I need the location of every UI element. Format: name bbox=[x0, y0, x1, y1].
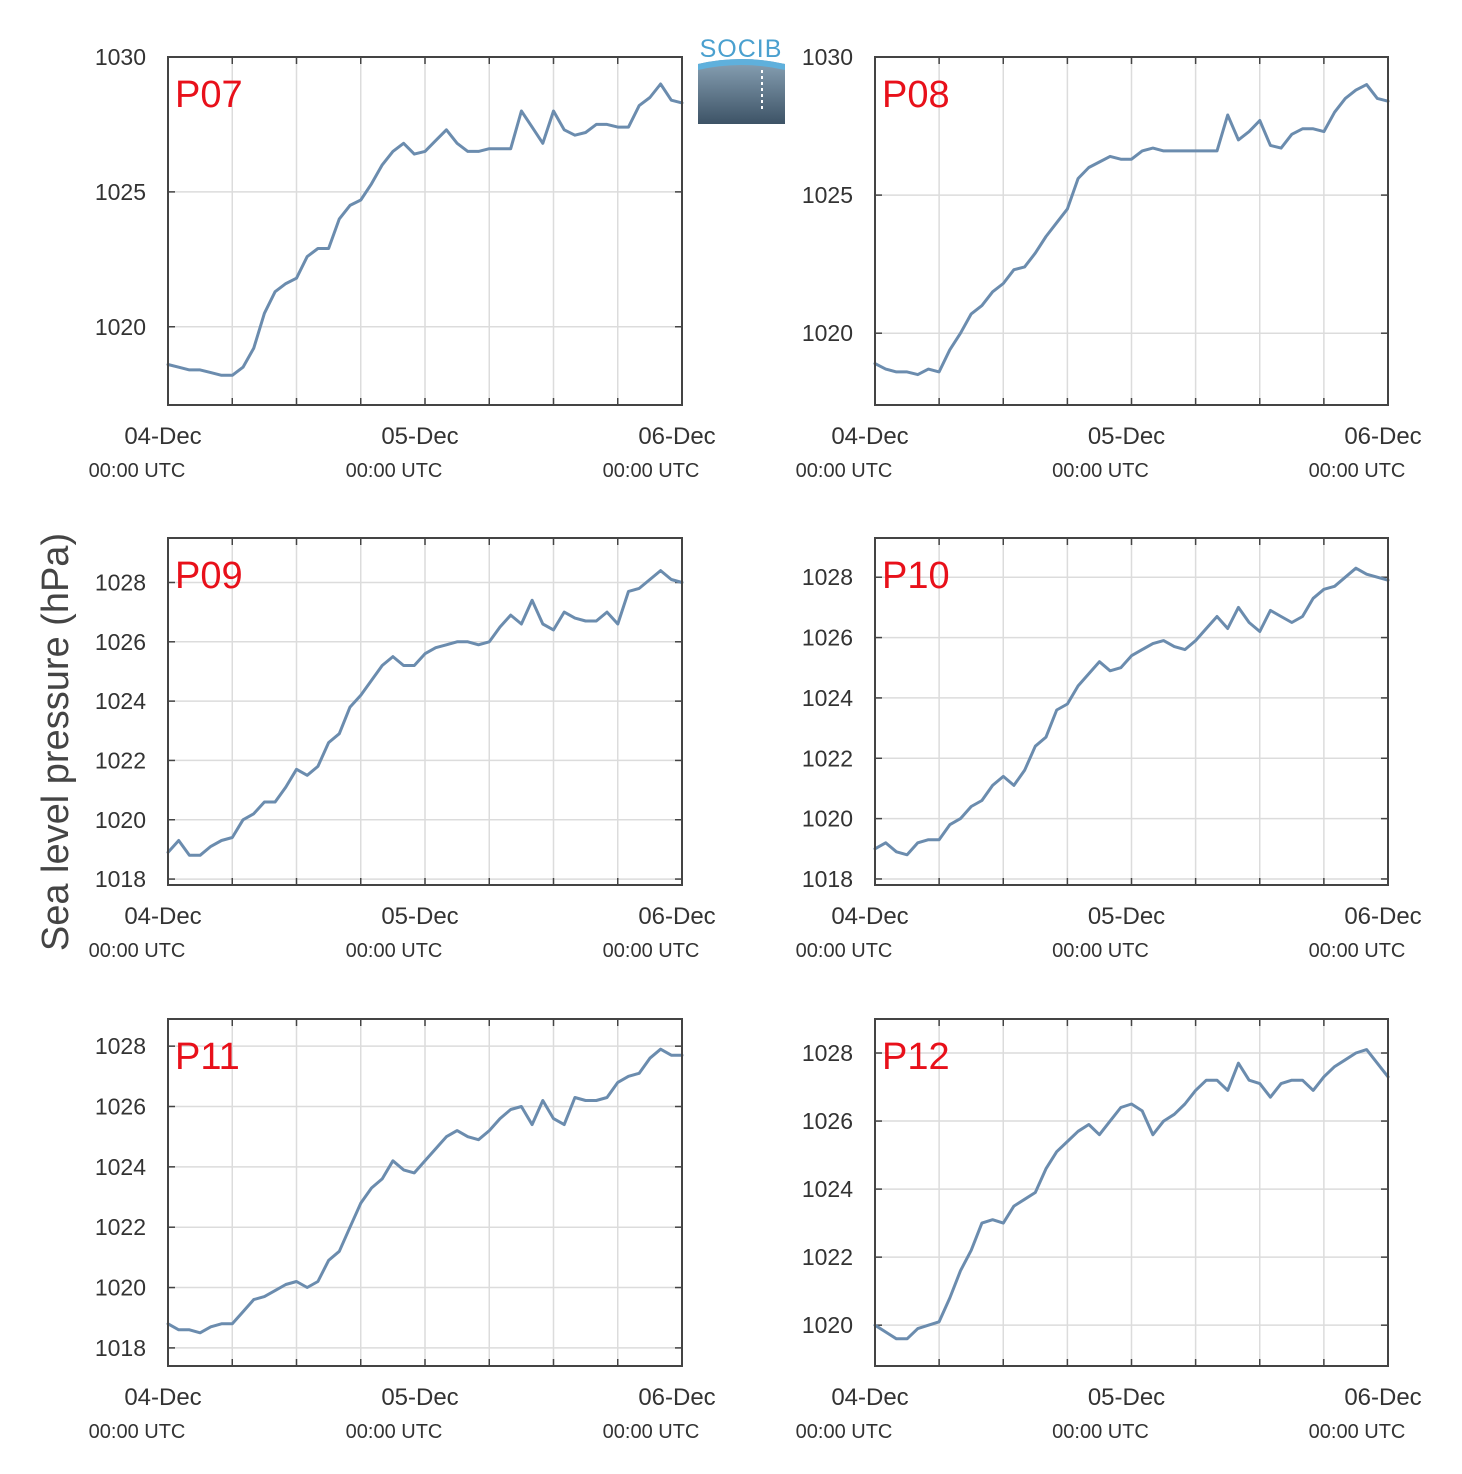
y-tick-label: 1028 bbox=[95, 569, 146, 595]
x-tick-date-label: 06-Dec bbox=[1344, 1384, 1421, 1411]
x-tick-time-label: 00:00 UTC bbox=[346, 940, 443, 962]
x-tick-time-label: 00:00 UTC bbox=[603, 940, 700, 962]
socib-logo: SOCIB bbox=[698, 35, 785, 124]
y-tick-label: 1022 bbox=[802, 745, 853, 771]
x-tick-date-label: 05-Dec bbox=[1088, 903, 1165, 930]
y-tick-label: 1028 bbox=[95, 1033, 146, 1059]
x-tick-date-label: 05-Dec bbox=[381, 903, 458, 930]
series-line-p09 bbox=[166, 569, 684, 857]
x-tick-date-label: 04-Dec bbox=[831, 423, 908, 450]
x-tick-time-label: 00:00 UTC bbox=[796, 1421, 893, 1443]
y-tick-label: 1020 bbox=[802, 320, 853, 346]
x-tick-time-label: 00:00 UTC bbox=[1052, 1421, 1149, 1443]
x-tick-date-label: 05-Dec bbox=[381, 423, 458, 450]
x-tick-time-label: 00:00 UTC bbox=[796, 460, 893, 482]
panel-label: P07 bbox=[175, 74, 243, 116]
x-tick-date-label: 06-Dec bbox=[638, 903, 715, 930]
y-tick-label: 1022 bbox=[802, 1244, 853, 1270]
x-tick-date-label: 06-Dec bbox=[1344, 903, 1421, 930]
panel-label: P10 bbox=[882, 555, 950, 597]
panel-label: P09 bbox=[175, 555, 243, 597]
logo-wave-crest bbox=[698, 59, 785, 70]
y-tick-label: 1024 bbox=[95, 1154, 146, 1180]
panel-label: P08 bbox=[882, 74, 950, 116]
x-tick-time-label: 00:00 UTC bbox=[346, 1421, 443, 1443]
x-tick-date-label: 04-Dec bbox=[124, 423, 201, 450]
series-line-p12 bbox=[873, 1048, 1390, 1341]
series-line-p07 bbox=[166, 82, 684, 377]
series-line-p10 bbox=[873, 566, 1390, 857]
y-tick-label: 1018 bbox=[802, 866, 853, 892]
x-tick-time-label: 00:00 UTC bbox=[796, 940, 893, 962]
plot-frame bbox=[167, 537, 683, 886]
plot-frame bbox=[874, 56, 1389, 406]
panels-layer: 1020 1025 1030 04-Dec 00:00 UTC 05-Dec 00:00 U… bbox=[89, 44, 1422, 1443]
plot-frame bbox=[874, 537, 1389, 886]
panel-p08: 1020 1025 1030 04-Dec 00:00 UTC 05-Dec 00:00 U… bbox=[796, 44, 1422, 482]
y-tick-label: 1018 bbox=[95, 866, 146, 892]
x-tick-date-label: 05-Dec bbox=[1088, 423, 1165, 450]
series-line-p08 bbox=[873, 83, 1390, 377]
y-tick-label: 1026 bbox=[95, 1094, 146, 1120]
x-tick-time-label: 00:00 UTC bbox=[346, 460, 443, 482]
y-axis-label: Sea level pressure (hPa) bbox=[35, 533, 77, 951]
y-tick-label: 1028 bbox=[802, 1040, 853, 1066]
panel-p12: 1020 1022 1024 1026 1028 04-Dec 00:00 UTC 05-De… bbox=[796, 1018, 1422, 1443]
x-tick-date-label: 06-Dec bbox=[1344, 423, 1421, 450]
plot-frame bbox=[167, 56, 683, 406]
x-tick-date-label: 06-Dec bbox=[638, 1384, 715, 1411]
panel-p11: 1018 1020 1022 1024 1026 1028 04-Dec 00:00 UTC 0… bbox=[89, 1018, 716, 1443]
panel-p10: 1018 1020 1022 1024 1026 1028 04-Dec 00:00 UTC 0… bbox=[796, 537, 1422, 962]
y-tick-label: 1020 bbox=[95, 1275, 146, 1301]
x-tick-time-label: 00:00 UTC bbox=[603, 460, 700, 482]
x-tick-time-label: 00:00 UTC bbox=[1052, 940, 1149, 962]
x-tick-date-label: 04-Dec bbox=[124, 1384, 201, 1411]
x-tick-date-label: 06-Dec bbox=[638, 423, 715, 450]
y-tick-label: 1020 bbox=[95, 314, 146, 340]
x-tick-time-label: 00:00 UTC bbox=[89, 460, 186, 482]
y-tick-label: 1030 bbox=[95, 44, 146, 70]
logo-text: SOCIB bbox=[700, 35, 783, 63]
y-tick-label: 1020 bbox=[95, 807, 146, 833]
panel-label: P12 bbox=[882, 1036, 950, 1078]
y-tick-label: 1022 bbox=[95, 1214, 146, 1240]
y-tick-label: 1026 bbox=[95, 629, 146, 655]
x-tick-time-label: 00:00 UTC bbox=[1309, 460, 1406, 482]
x-tick-date-label: 05-Dec bbox=[1088, 1384, 1165, 1411]
y-tick-label: 1026 bbox=[802, 625, 853, 651]
y-tick-label: 1018 bbox=[95, 1335, 146, 1361]
y-tick-label: 1025 bbox=[95, 179, 146, 205]
y-tick-label: 1022 bbox=[95, 747, 146, 773]
y-tick-label: 1020 bbox=[802, 806, 853, 832]
x-tick-time-label: 00:00 UTC bbox=[1309, 1421, 1406, 1443]
y-tick-label: 1024 bbox=[95, 688, 146, 714]
y-tick-label: 1028 bbox=[802, 564, 853, 590]
series-line-p11 bbox=[166, 1047, 684, 1335]
logo-wave-shape bbox=[698, 59, 785, 124]
panel-p09: 1018 1020 1022 1024 1026 1028 04-Dec 00:00 UTC 0… bbox=[89, 537, 716, 962]
y-tick-label: 1025 bbox=[802, 182, 853, 208]
plot-frame bbox=[167, 1018, 683, 1367]
y-tick-label: 1030 bbox=[802, 44, 853, 70]
x-tick-date-label: 04-Dec bbox=[831, 903, 908, 930]
x-tick-time-label: 00:00 UTC bbox=[603, 1421, 700, 1443]
y-tick-label: 1020 bbox=[802, 1312, 853, 1338]
x-tick-date-label: 04-Dec bbox=[124, 903, 201, 930]
panel-p07: 1020 1025 1030 04-Dec 00:00 UTC 05-Dec 00:00 U… bbox=[89, 44, 716, 482]
plot-frame bbox=[874, 1018, 1389, 1367]
x-tick-time-label: 00:00 UTC bbox=[89, 1421, 186, 1443]
x-tick-time-label: 00:00 UTC bbox=[1052, 460, 1149, 482]
x-tick-date-label: 04-Dec bbox=[831, 1384, 908, 1411]
panel-label: P11 bbox=[175, 1036, 240, 1078]
y-tick-label: 1024 bbox=[802, 685, 853, 711]
y-tick-label: 1024 bbox=[802, 1176, 853, 1202]
y-tick-label: 1026 bbox=[802, 1108, 853, 1134]
x-tick-date-label: 05-Dec bbox=[381, 1384, 458, 1411]
x-tick-time-label: 00:00 UTC bbox=[1309, 940, 1406, 962]
x-tick-time-label: 00:00 UTC bbox=[89, 940, 186, 962]
